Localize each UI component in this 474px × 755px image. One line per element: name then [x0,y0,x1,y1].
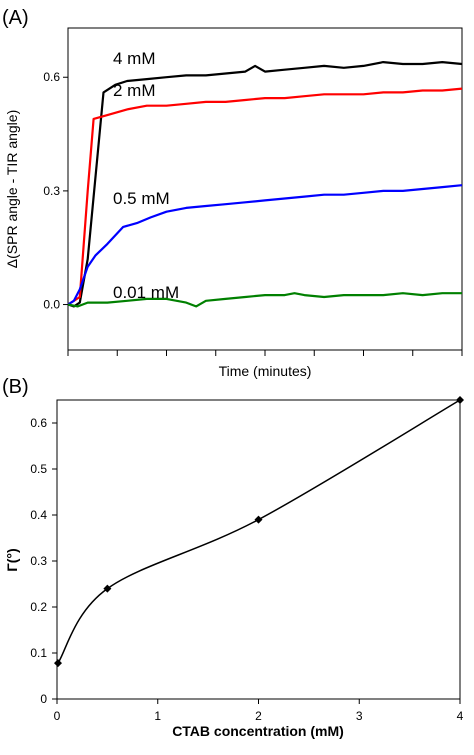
b-y-tick-label: 0.3 [30,554,47,568]
b-y-tick-label: 0.2 [30,600,47,614]
b-data-point [103,584,112,593]
b-y-tick-label: 0.6 [30,416,47,430]
panel-b-plot-frame [56,399,461,700]
b-x-tick-label: 0 [54,709,61,723]
panel-b-x-axis-title: CTAB concentration (mM) [172,723,344,739]
panel-a: (A) 0.0 0.3 0.6 4 mM 2 mM 0.5 mM 0.01 mM T… [2,7,463,379]
a-y-tick-label: 0.0 [43,298,60,312]
a-series-line [67,61,463,308]
panel-a-y-axis-title: Δ(SPR angle - TIR angle) [4,110,20,269]
series-label-4mm: 4 mM [113,49,156,68]
panel-b-points [54,396,464,668]
b-data-point [456,396,464,404]
b-x-tick-label: 4 [457,709,464,723]
panel-b-y-ticks: 0 0.1 0.2 0.3 0.4 0.5 0.6 [30,416,57,706]
a-series-line [67,184,463,306]
panel-a-y-ticks: 0.0 0.3 0.6 [43,70,68,312]
b-x-tick-label: 2 [255,709,262,723]
b-y-tick-label: 0.1 [30,646,47,660]
b-x-tick-label: 3 [356,709,363,723]
a-series-line [67,87,463,306]
b-data-point [254,515,263,524]
series-label-0-01mm: 0.01 mM [113,283,179,302]
panel-b: (B) 0 0.1 0.2 0.3 0.4 0.5 0.6 0 1 2 3 4 CTAB conce… [2,376,464,739]
panel-b-label: (B) [2,376,29,398]
b-x-tick-label: 1 [154,709,161,723]
series-label-0-5mm: 0.5 mM [113,189,170,208]
a-y-tick-label: 0.6 [43,70,60,84]
panel-a-series [67,61,463,308]
b-y-tick-label: 0.5 [30,462,47,476]
panel-b-x-ticks: 0 1 2 3 4 [54,699,464,723]
b-y-tick-label: 0 [40,692,47,706]
b-y-tick-label: 0.4 [30,508,47,522]
panel-a-x-axis-title: Time (minutes) [219,363,312,379]
series-label-2mm: 2 mM [113,81,156,100]
panel-a-label: (A) [2,7,29,29]
panel-a-x-ticks [67,350,463,356]
a-series-line [67,292,462,308]
panel-b-fit-curve [57,399,461,664]
b-data-point [54,659,63,668]
panel-b-y-axis-title: Γ(°) [4,548,20,571]
a-y-tick-label: 0.3 [43,184,60,198]
